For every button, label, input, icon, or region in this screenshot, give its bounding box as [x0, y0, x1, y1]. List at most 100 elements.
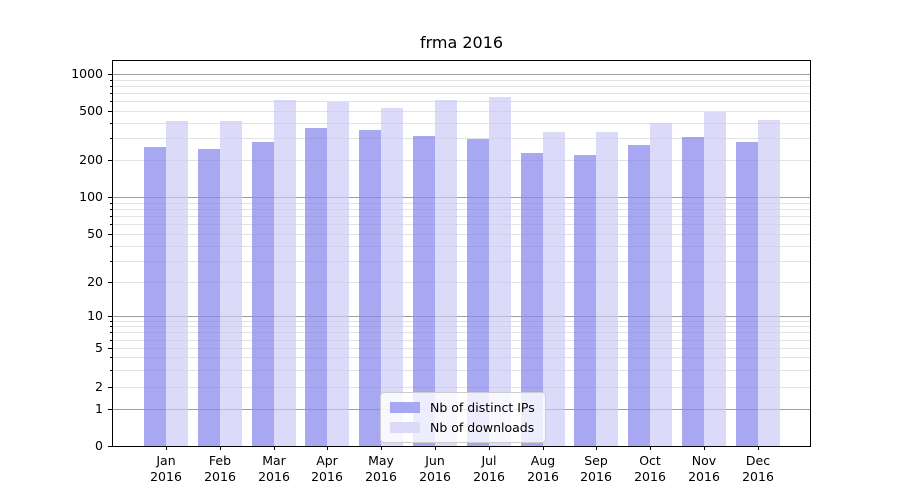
- bar-distinct-ips-sep-2016: [574, 155, 596, 446]
- gridline-800: [113, 86, 810, 87]
- bar-downloads-may-2016: [381, 108, 403, 446]
- y-tick-mark-10: [108, 316, 112, 317]
- gridline-40: [113, 246, 810, 247]
- x-tick-label-dec-2016: Dec 2016: [742, 453, 774, 484]
- gridline-30: [113, 261, 810, 262]
- gridline-8: [113, 326, 810, 327]
- gridline-200: [113, 160, 810, 161]
- x-tick-label-jul-2016: Jul 2016: [473, 453, 505, 484]
- x-tick-label-mar-2016: Mar 2016: [258, 453, 290, 484]
- y-tick-label-1: 1: [95, 401, 103, 416]
- y-tick-label-5: 5: [95, 340, 103, 355]
- x-tick-label-aug-2016: Aug 2016: [527, 453, 559, 484]
- bar-distinct-ips-jan-2016: [144, 147, 166, 446]
- x-tick-label-may-2016: May 2016: [365, 453, 397, 484]
- bar-downloads-dec-2016: [758, 120, 780, 446]
- gridline-1000: [113, 74, 810, 75]
- gridline-500: [113, 111, 810, 112]
- gridline-400: [113, 123, 810, 124]
- x-tick-mark-aug-2016: [543, 446, 544, 450]
- bar-distinct-ips-jul-2016: [467, 139, 489, 446]
- gridline-3: [113, 370, 810, 371]
- gridline-9: [113, 321, 810, 322]
- y-minor-tick-mark-400: [110, 123, 112, 124]
- x-tick-label-jan-2016: Jan 2016: [150, 453, 182, 484]
- bar-downloads-apr-2016: [327, 102, 349, 446]
- y-minor-tick-mark-600: [110, 101, 112, 102]
- y-minor-tick-mark-70: [110, 216, 112, 217]
- y-tick-label-20: 20: [87, 274, 103, 289]
- y-tick-mark-200: [108, 160, 112, 161]
- y-minor-tick-mark-700: [110, 93, 112, 94]
- y-minor-tick-mark-90: [110, 203, 112, 204]
- y-minor-tick-mark-8: [110, 326, 112, 327]
- x-tick-label-feb-2016: Feb 2016: [204, 453, 236, 484]
- gridlines-behind: [113, 61, 810, 446]
- x-tick-label-sep-2016: Sep 2016: [580, 453, 612, 484]
- gridline-60: [113, 224, 810, 225]
- gridline-70: [113, 216, 810, 217]
- y-minor-tick-mark-300: [110, 138, 112, 139]
- y-minor-tick-mark-3: [110, 370, 112, 371]
- bar-distinct-ips-may-2016: [359, 130, 381, 446]
- legend-swatch-distinct-ips: [390, 402, 420, 413]
- x-tick-mark-mar-2016: [274, 446, 275, 450]
- x-tick-mark-may-2016: [381, 446, 382, 450]
- gridline-4: [113, 357, 810, 358]
- legend: Nb of distinct IPs Nb of downloads: [380, 392, 546, 443]
- y-tick-label-1000: 1000: [71, 66, 103, 81]
- y-minor-tick-mark-30: [110, 261, 112, 262]
- bar-distinct-ips-mar-2016: [252, 142, 274, 446]
- y-tick-mark-5: [108, 348, 112, 349]
- gridline-300: [113, 138, 810, 139]
- x-tick-mark-jun-2016: [435, 446, 436, 450]
- gridline-2: [113, 387, 810, 388]
- bars-layer: [113, 61, 810, 446]
- legend-label-downloads: Nb of downloads: [430, 420, 535, 435]
- bar-distinct-ips-nov-2016: [682, 137, 704, 446]
- bar-distinct-ips-dec-2016: [736, 142, 758, 446]
- chart-title: frma 2016: [419, 33, 504, 52]
- bar-downloads-feb-2016: [220, 121, 242, 446]
- bar-distinct-ips-apr-2016: [305, 128, 327, 446]
- x-tick-mark-nov-2016: [704, 446, 705, 450]
- y-minor-tick-mark-9: [110, 321, 112, 322]
- y-tick-mark-100: [108, 197, 112, 198]
- x-tick-mark-dec-2016: [758, 446, 759, 450]
- y-minor-tick-mark-800: [110, 86, 112, 87]
- y-tick-mark-0: [108, 446, 112, 447]
- gridline-10: [113, 316, 810, 317]
- y-tick-mark-1: [108, 409, 112, 410]
- gridline-900: [113, 80, 810, 81]
- bar-downloads-nov-2016: [704, 112, 726, 446]
- x-tick-label-apr-2016: Apr 2016: [311, 453, 343, 484]
- x-tick-mark-jan-2016: [166, 446, 167, 450]
- y-tick-label-10: 10: [87, 308, 103, 323]
- plot-area: 1000 500 200 100 50 20 10 5 2 1 0 Jan 2016 Feb 2016 Ma…: [71, 60, 811, 484]
- gridline-20: [113, 282, 810, 283]
- bar-downloads-oct-2016: [650, 123, 672, 446]
- bar-downloads-jul-2016: [489, 97, 511, 446]
- gridline-5: [113, 348, 810, 349]
- y-tick-mark-1000: [108, 74, 112, 75]
- gridline-90: [113, 203, 810, 204]
- x-tick-mark-feb-2016: [220, 446, 221, 450]
- gridline-6: [113, 340, 810, 341]
- y-minor-tick-mark-80: [110, 209, 112, 210]
- x-tick-label-oct-2016: Oct 2016: [634, 453, 666, 484]
- y-tick-label-100: 100: [79, 189, 103, 204]
- bar-downloads-jun-2016: [435, 100, 457, 446]
- y-tick-mark-2: [108, 387, 112, 388]
- gridline-100: [113, 197, 810, 198]
- bar-downloads-sep-2016: [596, 132, 618, 446]
- legend-label-distinct-ips: Nb of distinct IPs: [430, 400, 535, 415]
- x-tick-mark-apr-2016: [327, 446, 328, 450]
- bar-downloads-aug-2016: [543, 132, 565, 446]
- y-minor-tick-mark-40: [110, 246, 112, 247]
- x-tick-mark-sep-2016: [596, 446, 597, 450]
- legend-item-distinct-ips: Nb of distinct IPs: [390, 399, 535, 416]
- legend-item-downloads: Nb of downloads: [390, 419, 535, 436]
- y-tick-label-200: 200: [79, 152, 103, 167]
- y-tick-mark-500: [108, 111, 112, 112]
